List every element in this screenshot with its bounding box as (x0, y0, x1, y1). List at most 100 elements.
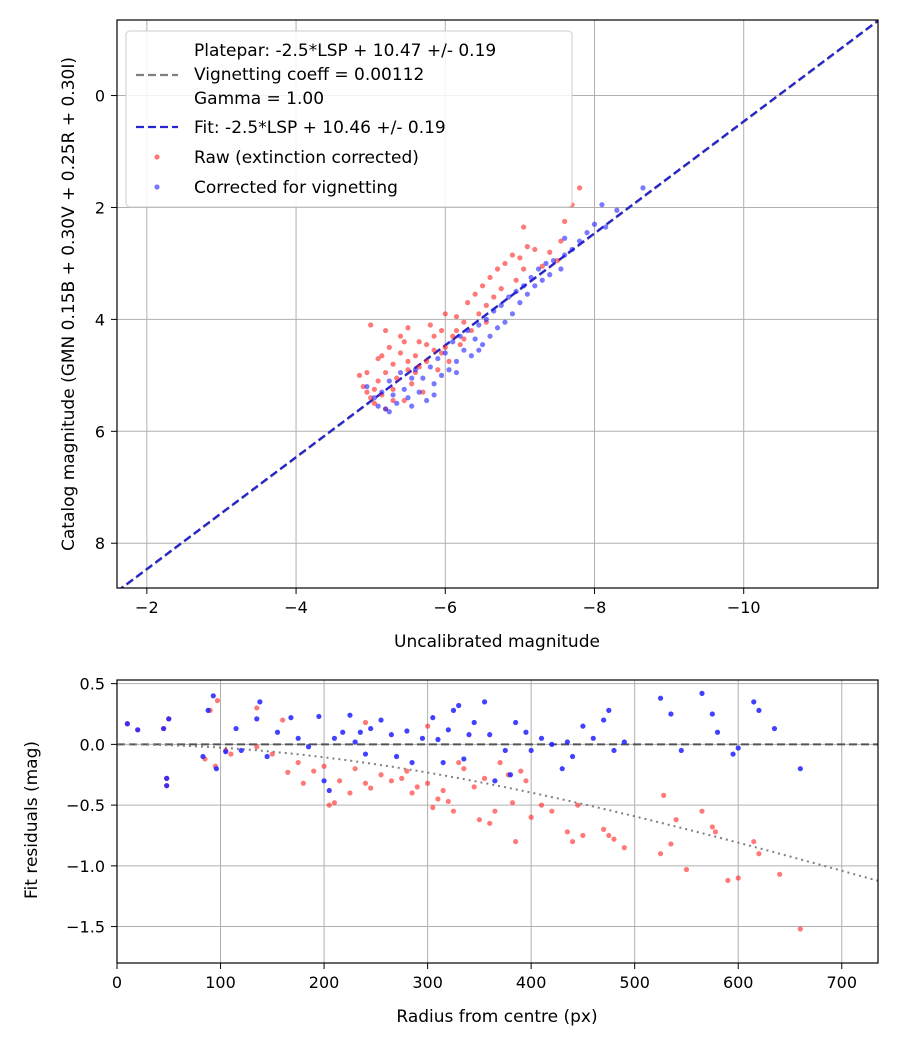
raw-residual-point (425, 723, 431, 729)
residuals-chart: 0 100 200 300 400 500 600 700 0.5 0.0 −0.5 −1.0 −1.5… (22, 675, 879, 1027)
raw-point (356, 372, 363, 378)
raw-point (442, 311, 448, 317)
raw-point (468, 327, 474, 334)
corrected-residual-point (388, 732, 394, 738)
residuals-y-tick-label: 0.0 (80, 735, 105, 754)
corrected-residual-point (611, 747, 617, 754)
raw-residual-point (575, 802, 581, 808)
corrected-point (487, 333, 493, 339)
corrected-residual-point (730, 751, 736, 757)
raw-point (401, 397, 407, 404)
raw-residual-point (368, 785, 374, 791)
corrected-residual-point (326, 787, 332, 794)
raw-residual-point (673, 817, 679, 823)
corrected-residual-point (606, 707, 612, 713)
corrected-point (412, 367, 419, 373)
corrected-residual-point (492, 778, 498, 784)
corrected-residual-point (305, 744, 312, 750)
corrected-residual-point (590, 735, 596, 741)
raw-point (364, 389, 370, 395)
corrected-point (599, 202, 605, 208)
legend-corrected-label: Corrected for vignetting (194, 178, 398, 198)
corrected-residual-point (549, 741, 555, 747)
corrected-point (468, 353, 474, 359)
raw-point (390, 386, 396, 392)
corrected-point (603, 224, 609, 230)
corrected-point (509, 311, 516, 317)
raw-residual-point (657, 851, 664, 857)
corrected-point (524, 291, 530, 297)
raw-residual-point (445, 798, 451, 805)
legend-raw-marker (154, 154, 160, 160)
corrected-point (550, 258, 557, 264)
corrected-residual-point (756, 707, 762, 713)
residuals-plot-area (117, 680, 878, 963)
corrected-point (506, 294, 512, 300)
corrected-residual-point (528, 747, 534, 754)
corrected-residual-point (124, 721, 130, 727)
raw-residual-point (414, 784, 420, 790)
raw-residual-point (440, 787, 446, 794)
corrected-residual-point (513, 719, 519, 726)
corrected-point (614, 207, 620, 213)
corrected-residual-point (210, 693, 216, 699)
raw-point (405, 367, 411, 373)
raw-point (509, 252, 516, 258)
corrected-point (409, 403, 415, 409)
raw-point (382, 327, 389, 334)
calibration-y-tick-label: 4 (95, 310, 105, 329)
raw-residual-point (611, 836, 617, 842)
residuals-x-tick-label: 200 (309, 973, 340, 992)
raw-point (386, 344, 392, 350)
calibration-x-tick-label: −4 (284, 598, 308, 617)
raw-point (465, 300, 471, 306)
corrected-residual-point (205, 707, 211, 713)
corrected-residual-point (466, 732, 472, 738)
raw-point (461, 336, 467, 342)
calibration-x-axis-label: Uncalibrated magnitude (394, 632, 600, 652)
corrected-residual-point (295, 735, 301, 741)
corrected-residual-point (797, 766, 803, 772)
raw-point (371, 400, 377, 406)
raw-point (401, 339, 407, 345)
corrected-residual-point (751, 699, 757, 705)
calibration-ticks: −2 −4 −6 −8 −10 0 2 4 6 8 (95, 87, 761, 617)
raw-point (453, 327, 460, 334)
corrected-point (386, 378, 392, 384)
calibration-points (356, 185, 646, 415)
raw-residual-point (606, 832, 612, 839)
corrected-residual-point (461, 756, 467, 762)
raw-residual-point (756, 851, 762, 857)
corrected-point (446, 367, 452, 373)
corrected-residual-point (352, 739, 358, 745)
corrected-residual-point (601, 717, 607, 723)
residuals-x-tick-label: 600 (723, 973, 754, 992)
raw-residual-point (580, 832, 586, 839)
residuals-lines (117, 743, 878, 882)
corrected-residual-point (569, 753, 576, 760)
raw-point (547, 249, 553, 255)
raw-residual-point (601, 826, 607, 832)
residuals-y-axis-label: Fit residuals (mag) (22, 741, 42, 899)
residuals-x-tick-label: 100 (205, 973, 236, 992)
corrected-residual-point (440, 759, 446, 766)
corrected-point (420, 375, 426, 381)
corrected-point (390, 392, 396, 398)
raw-residual-point (668, 841, 674, 847)
raw-point (554, 258, 560, 264)
raw-point (424, 341, 430, 348)
corrected-point (483, 316, 489, 322)
raw-residual-point (404, 768, 410, 774)
calibration-lines (119, 20, 878, 588)
raw-point (412, 353, 419, 359)
raw-residual-point (300, 780, 306, 786)
corrected-point (386, 409, 392, 415)
corrected-point (539, 277, 545, 283)
residuals-ticks: 0 100 200 300 400 500 600 700 0.5 0.0 −0.5 −1.0 −1.5 (66, 675, 857, 992)
corrected-residual-point (409, 759, 415, 766)
raw-residual-point (295, 759, 301, 766)
raw-residual-point (661, 792, 667, 798)
raw-residual-point (569, 838, 576, 845)
residuals-frame (116, 679, 879, 964)
corrected-residual-point (238, 747, 244, 754)
